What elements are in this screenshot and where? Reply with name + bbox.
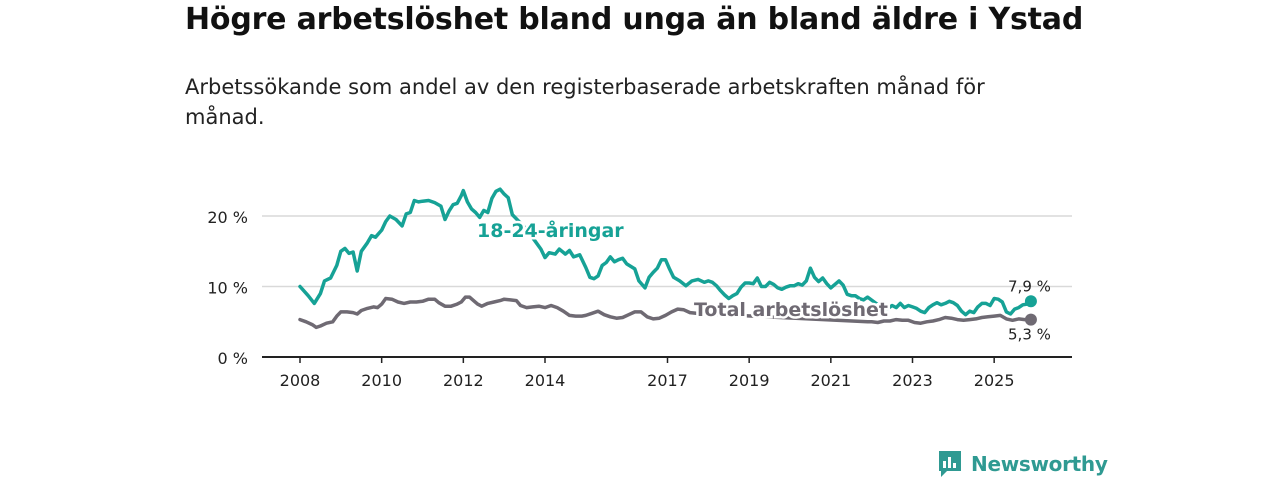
x-tick-label: 2025 xyxy=(974,371,1015,390)
series-lines xyxy=(298,187,1037,330)
x-tick-label: 2008 xyxy=(280,371,321,390)
x-tick-label: 2014 xyxy=(525,371,566,390)
y-tick-labels: 0 % 10 % 20 % xyxy=(207,208,248,368)
x-tick-label: 2021 xyxy=(810,371,851,390)
y-tick-label: 0 % xyxy=(218,349,248,368)
end-label-youth: 7,9 % xyxy=(1008,277,1051,295)
series-line-total xyxy=(298,295,1033,330)
end-point-youth xyxy=(1024,295,1037,308)
y-tick-label: 20 % xyxy=(207,208,248,227)
chart-subtitle: Arbetssökande som andel av den registerb… xyxy=(185,75,985,129)
grid-lines xyxy=(262,215,1072,288)
annotation-total: Total arbetslöshet xyxy=(694,299,888,321)
line-chart: 0 % 10 % 20 % 2008 2010 2012 2014 2017 2019 2021… xyxy=(207,187,1072,390)
newsworthy-brand[interactable]: Newsworthy xyxy=(937,449,1108,479)
end-point-total xyxy=(1024,313,1037,326)
newsworthy-logo-icon xyxy=(939,451,961,477)
brand-name: Newsworthy xyxy=(971,452,1108,476)
x-tick-label: 2012 xyxy=(443,371,484,390)
series-line-youth xyxy=(298,187,1033,317)
end-label-total: 5,3 % xyxy=(1008,326,1051,344)
x-tick-label: 2023 xyxy=(892,371,933,390)
page-title: Högre arbetslöshet bland unga än bland ä… xyxy=(185,2,1084,37)
x-axis: 2008 2010 2012 2014 2017 2019 2021 2023 2025 xyxy=(262,356,1072,390)
x-tick-label: 2019 xyxy=(729,371,770,390)
x-tick-label: 2017 xyxy=(647,371,688,390)
x-tick-label: 2010 xyxy=(361,371,402,390)
y-tick-label: 10 % xyxy=(207,279,248,298)
annotation-youth: 18-24-åringar xyxy=(477,218,624,242)
series-annotations: 7,9 % 5,3 % 18-24-åringar Total arbetslöshe… xyxy=(475,216,1051,344)
